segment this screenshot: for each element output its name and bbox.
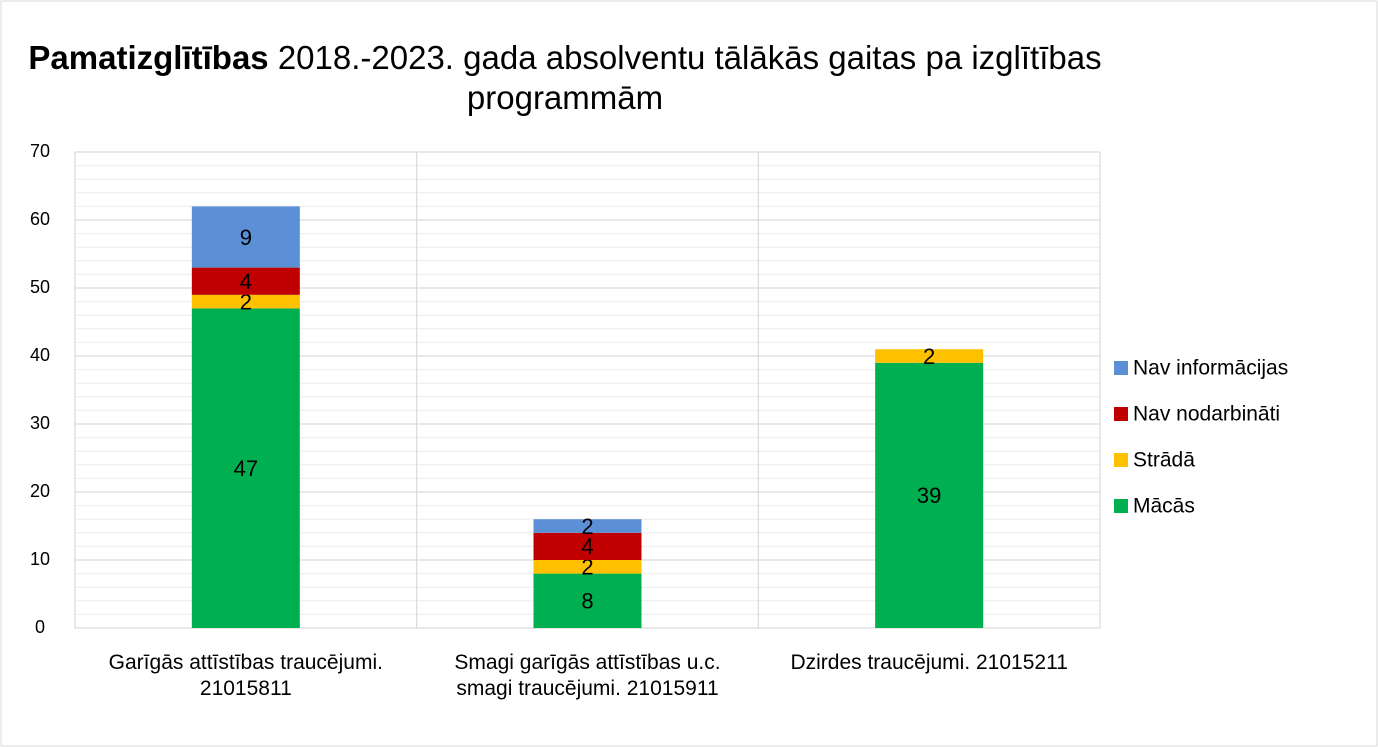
x-tick-label: Smagi garīgās attīstības u.c. smagi trau… xyxy=(454,651,721,700)
bar-segment xyxy=(533,532,642,560)
legend-swatch xyxy=(1114,407,1128,421)
data-label: 47 xyxy=(234,456,258,481)
legend-label: Nav nodarbināti xyxy=(1133,403,1280,426)
y-tick-label: 50 xyxy=(30,277,50,297)
data-label: 39 xyxy=(917,483,941,508)
bar-segment xyxy=(191,267,300,295)
legend-swatch xyxy=(1114,361,1128,375)
bar-segment xyxy=(191,294,300,309)
legend-label: Mācās xyxy=(1133,495,1195,518)
bar-segment xyxy=(875,349,984,363)
x-tick-label: Dzirdes traucējumi. 21015211 xyxy=(790,651,1068,674)
data-label: 2 xyxy=(240,289,252,314)
y-tick-label: 30 xyxy=(30,413,50,433)
y-tick-label: 0 xyxy=(35,617,45,637)
bar-segment xyxy=(533,573,642,628)
x-tick-label: Garīgās attīstības traucējumi. 21015811 xyxy=(108,651,383,700)
legend-label: Nav informācijas xyxy=(1133,357,1288,380)
y-tick-label: 40 xyxy=(30,345,50,365)
chart-title: Pamatizglītības 2018.-2023. gada absolve… xyxy=(20,38,1110,118)
data-label: 4 xyxy=(240,269,252,294)
bar-segment xyxy=(875,362,984,628)
bar-segment xyxy=(533,560,642,574)
bar-segment xyxy=(191,308,300,628)
title-text: 2018.-2023. gada absolventu tālākās gait… xyxy=(277,39,1102,116)
title-bold: Pamatizglītības xyxy=(28,39,269,76)
data-label: 8 xyxy=(581,589,593,614)
y-tick-label: 60 xyxy=(30,209,50,229)
legend-swatch xyxy=(1114,453,1128,467)
y-tick-label: 20 xyxy=(30,481,50,501)
y-tick-label: 70 xyxy=(30,141,50,161)
bar-segment xyxy=(533,519,642,533)
data-label: 9 xyxy=(240,225,252,250)
data-label: 2 xyxy=(923,344,935,369)
data-label: 4 xyxy=(581,534,593,559)
data-label: 2 xyxy=(581,555,593,580)
legend-label: Strādā xyxy=(1133,449,1195,472)
bar-segment xyxy=(191,206,300,268)
y-tick-label: 10 xyxy=(30,549,50,569)
legend-swatch xyxy=(1114,499,1128,513)
data-label: 2 xyxy=(581,514,593,539)
